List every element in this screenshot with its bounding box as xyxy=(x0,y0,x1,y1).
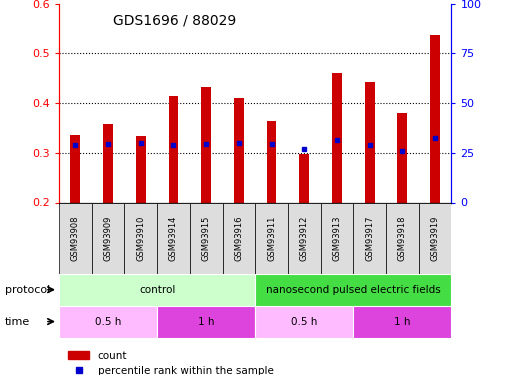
Bar xyxy=(365,82,374,203)
Text: 0.5 h: 0.5 h xyxy=(291,316,318,327)
Text: GSM93914: GSM93914 xyxy=(169,215,178,261)
Bar xyxy=(157,202,190,274)
Bar xyxy=(255,202,288,274)
Text: GSM93910: GSM93910 xyxy=(136,215,145,261)
Text: GSM93919: GSM93919 xyxy=(430,215,440,261)
Bar xyxy=(223,202,255,274)
Bar xyxy=(430,35,440,203)
Bar xyxy=(353,202,386,274)
Bar xyxy=(321,202,353,274)
Bar xyxy=(124,202,157,274)
Text: GSM93913: GSM93913 xyxy=(332,215,342,261)
Text: 1 h: 1 h xyxy=(394,316,410,327)
Text: GSM93908: GSM93908 xyxy=(71,215,80,261)
Bar xyxy=(353,306,451,338)
Bar xyxy=(70,135,80,202)
Bar xyxy=(386,202,419,274)
Text: protocol: protocol xyxy=(5,285,50,295)
Text: GSM93911: GSM93911 xyxy=(267,215,276,261)
Bar xyxy=(59,202,92,274)
Text: GSM93916: GSM93916 xyxy=(234,215,243,261)
Bar xyxy=(288,202,321,274)
Text: nanosecond pulsed electric fields: nanosecond pulsed electric fields xyxy=(266,285,441,295)
Bar xyxy=(92,202,125,274)
Legend: count, percentile rank within the sample: count, percentile rank within the sample xyxy=(64,346,278,375)
Bar xyxy=(300,154,309,203)
Bar xyxy=(169,96,179,202)
Text: GSM93909: GSM93909 xyxy=(104,215,112,261)
Bar xyxy=(234,98,244,202)
Text: 1 h: 1 h xyxy=(198,316,214,327)
Text: GDS1696 / 88029: GDS1696 / 88029 xyxy=(113,13,236,27)
Text: time: time xyxy=(5,316,30,327)
Bar xyxy=(201,87,211,202)
Bar xyxy=(59,306,157,338)
Bar xyxy=(190,202,223,274)
Text: 0.5 h: 0.5 h xyxy=(95,316,121,327)
Bar xyxy=(255,274,451,306)
Bar xyxy=(419,202,451,274)
Bar xyxy=(136,136,146,202)
Text: GSM93917: GSM93917 xyxy=(365,215,374,261)
Bar xyxy=(59,274,255,306)
Bar xyxy=(332,74,342,202)
Text: GSM93918: GSM93918 xyxy=(398,215,407,261)
Bar xyxy=(157,306,255,338)
Bar xyxy=(267,120,277,202)
Bar xyxy=(103,124,113,202)
Bar xyxy=(255,306,353,338)
Bar xyxy=(398,113,407,202)
Text: GSM93915: GSM93915 xyxy=(202,215,211,261)
Text: GSM93912: GSM93912 xyxy=(300,215,309,261)
Text: control: control xyxy=(139,285,175,295)
